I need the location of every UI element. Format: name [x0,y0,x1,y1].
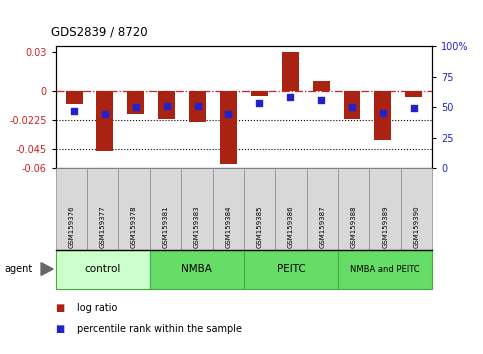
Bar [282,52,298,91]
Point [101,112,109,117]
Text: GSM159387: GSM159387 [319,205,326,248]
Point [410,105,418,111]
Point [163,103,170,109]
Text: GSM159378: GSM159378 [131,205,137,248]
Point [348,104,356,110]
Text: percentile rank within the sample: percentile rank within the sample [77,324,242,334]
Bar [313,81,329,91]
Bar [374,91,391,140]
Bar [66,91,83,104]
Text: ■: ■ [56,324,65,334]
Bar [189,91,206,122]
Point [132,104,140,110]
Text: NMBA and PEITC: NMBA and PEITC [350,264,420,274]
Text: PEITC: PEITC [277,264,305,274]
Text: GSM159389: GSM159389 [382,205,388,248]
Text: GSM159388: GSM159388 [351,205,357,248]
Text: GSM159390: GSM159390 [413,205,420,248]
Point [379,110,387,116]
Text: GSM159385: GSM159385 [256,205,263,248]
Point [225,112,232,117]
Text: GSM159381: GSM159381 [162,205,169,248]
Polygon shape [41,263,53,275]
Bar [251,91,268,96]
Text: GDS2839 / 8720: GDS2839 / 8720 [51,26,147,39]
Point [317,97,325,103]
Bar [97,91,114,152]
Point [256,101,263,106]
Text: agent: agent [5,264,33,274]
Text: GSM159386: GSM159386 [288,205,294,248]
Text: GSM159377: GSM159377 [99,205,106,248]
Bar [158,91,175,119]
Bar [343,91,360,119]
Bar [405,91,422,97]
Text: control: control [85,264,121,274]
Bar [128,91,144,114]
Text: log ratio: log ratio [77,303,118,313]
Text: GSM159384: GSM159384 [225,205,231,248]
Point [70,108,78,114]
Text: GSM159376: GSM159376 [68,205,74,248]
Text: NMBA: NMBA [182,264,212,274]
Point [194,103,201,109]
Text: GSM159383: GSM159383 [194,205,200,248]
Text: ■: ■ [56,303,65,313]
Bar [220,91,237,164]
Point [286,95,294,100]
